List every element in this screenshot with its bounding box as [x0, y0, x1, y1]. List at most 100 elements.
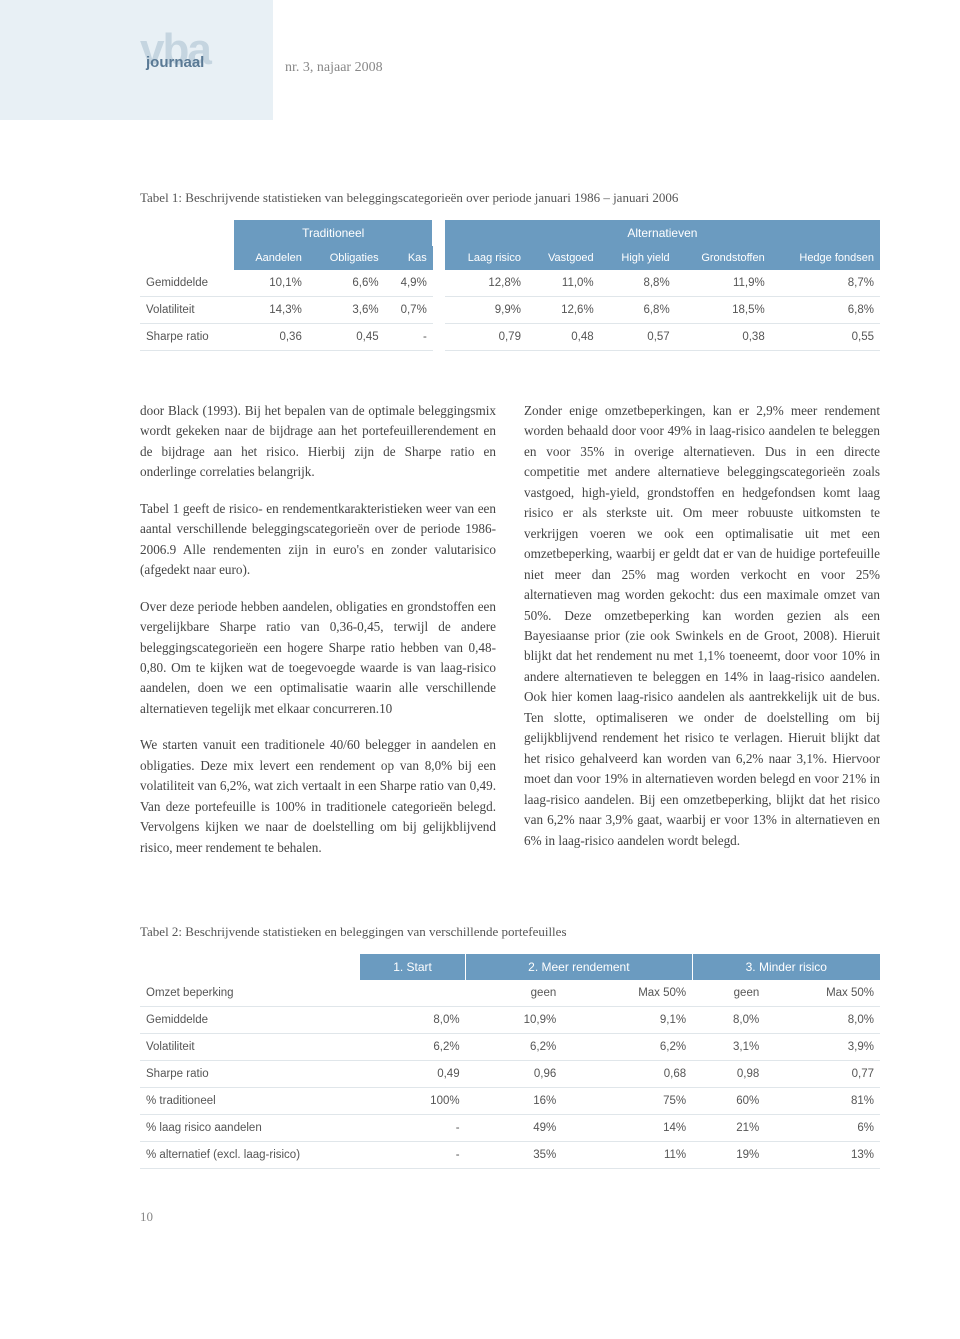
table2-cell [360, 980, 466, 1007]
table1-cell: 0,38 [676, 324, 771, 351]
table-row: % traditioneel 100% 16% 75% 60% 81% [140, 1088, 880, 1115]
table1-empty-corner [140, 220, 234, 246]
table-row: Volatiliteit 6,2% 6,2% 6,2% 3,1% 3,9% [140, 1034, 880, 1061]
paragraph: Over deze periode hebben aandelen, oblig… [140, 597, 496, 720]
table-row: % alternatief (excl. laag-risico) - 35% … [140, 1142, 880, 1169]
paragraph: door Black (1993). Bij het bepalen van d… [140, 401, 496, 483]
table2-cell: 19% [692, 1142, 765, 1169]
table-row: Sharpe ratio 0,36 0,45 - 0,79 0,48 0,57 … [140, 324, 880, 351]
table2-cell: 14% [562, 1115, 692, 1142]
table2-cell: 0,49 [360, 1061, 466, 1088]
table1-rowlabel: Gemiddelde [140, 270, 234, 297]
table-gap [433, 270, 445, 297]
table1-cell: 0,79 [445, 324, 527, 351]
table2-rowlabel: Sharpe ratio [140, 1061, 360, 1088]
table1-cell: 11,0% [527, 270, 600, 297]
paragraph: Zonder enige omzetbeperkingen, kan er 2,… [524, 401, 880, 851]
table2-rowlabel: % alternatief (excl. laag-risico) [140, 1142, 360, 1169]
table2-empty-corner [140, 954, 360, 980]
paragraph: We starten vanuit een traditionele 40/60… [140, 735, 496, 858]
table1-cell: 6,6% [308, 270, 385, 297]
table2-cell: 49% [466, 1115, 563, 1142]
table2-cell: 6,2% [562, 1034, 692, 1061]
table2-rowlabel: Volatiliteit [140, 1034, 360, 1061]
table1-cell: - [385, 324, 433, 351]
table1-cell: 0,48 [527, 324, 600, 351]
body-left-column: door Black (1993). Bij het bepalen van d… [140, 401, 496, 874]
table1-cell: 14,3% [234, 297, 308, 324]
table2-cell: 16% [466, 1088, 563, 1115]
table-row: Sharpe ratio 0,49 0,96 0,68 0,98 0,77 [140, 1061, 880, 1088]
table2-cell: 6,2% [360, 1034, 466, 1061]
table1-cell: 10,1% [234, 270, 308, 297]
table1-rowlabel: Volatiliteit [140, 297, 234, 324]
logo-text-bottom: journaal [146, 54, 216, 71]
table1-cell: 0,7% [385, 297, 433, 324]
table2-cell: 3,1% [692, 1034, 765, 1061]
table1-cell: 12,6% [527, 297, 600, 324]
table1-col: Grondstoffen [676, 246, 771, 270]
table-row: Gemiddelde 10,1% 6,6% 4,9% 12,8% 11,0% 8… [140, 270, 880, 297]
table2-cell: 3,9% [765, 1034, 880, 1061]
table2-cell: 21% [692, 1115, 765, 1142]
table1-cell: 0,45 [308, 324, 385, 351]
table2-cell: - [360, 1142, 466, 1169]
table2-cell: 8,0% [765, 1007, 880, 1034]
table2-cell: 8,0% [360, 1007, 466, 1034]
table2-cell: 6,2% [466, 1034, 563, 1061]
table2-cell: 9,1% [562, 1007, 692, 1034]
paragraph: Tabel 1 geeft de risico- en rendementkar… [140, 499, 496, 581]
table1-cell: 4,9% [385, 270, 433, 297]
table1-cell: 8,7% [771, 270, 880, 297]
table1-cell: 9,9% [445, 297, 527, 324]
table2-cell: Max 50% [562, 980, 692, 1007]
table1-cell: 8,8% [600, 270, 676, 297]
table2-cell: 75% [562, 1088, 692, 1115]
table2-cell: 11% [562, 1142, 692, 1169]
table2-caption: Tabel 2: Beschrijvende statistieken en b… [140, 924, 880, 940]
issue-label: nr. 3, najaar 2008 [285, 60, 383, 76]
table1-cell: 0,36 [234, 324, 308, 351]
header-strip: vba journaal [0, 0, 273, 120]
table1-col: Obligaties [308, 246, 385, 270]
table2-cell: 60% [692, 1088, 765, 1115]
table2-cell: 0,68 [562, 1061, 692, 1088]
content: Tabel 1: Beschrijvende statistieken van … [0, 190, 960, 1225]
body-columns: door Black (1993). Bij het bepalen van d… [140, 401, 880, 874]
table-row: Volatiliteit 14,3% 3,6% 0,7% 9,9% 12,6% … [140, 297, 880, 324]
table-gap [433, 324, 445, 351]
table2-cell: 100% [360, 1088, 466, 1115]
table1-cell: 0,55 [771, 324, 880, 351]
table2-cell: 0,77 [765, 1061, 880, 1088]
table1-cell: 11,9% [676, 270, 771, 297]
table2-group-minder: 3. Minder risico [692, 954, 880, 980]
table2-cell: - [360, 1115, 466, 1142]
table1-cell: 6,8% [600, 297, 676, 324]
table1-col: Aandelen [234, 246, 308, 270]
table1-caption: Tabel 1: Beschrijvende statistieken van … [140, 190, 880, 206]
table1: Traditioneel Alternatieven Aandelen Obli… [140, 220, 880, 351]
table1-group-alternatieven: Alternatieven [445, 220, 880, 246]
table2-cell: 10,9% [466, 1007, 563, 1034]
table2-cell: 81% [765, 1088, 880, 1115]
table1-cell: 3,6% [308, 297, 385, 324]
page-number: 10 [140, 1209, 880, 1225]
table2-rowlabel: Omzet beperking [140, 980, 360, 1007]
table1-col: Hedge fondsen [771, 246, 880, 270]
table1-cell: 0,57 [600, 324, 676, 351]
table2-cell: Max 50% [765, 980, 880, 1007]
table-row: % laag risico aandelen - 49% 14% 21% 6% [140, 1115, 880, 1142]
table2-rowlabel: % traditioneel [140, 1088, 360, 1115]
table-row: Gemiddelde 8,0% 10,9% 9,1% 8,0% 8,0% [140, 1007, 880, 1034]
table2: 1. Start 2. Meer rendement 3. Minder ris… [140, 954, 880, 1169]
table2-cell: 8,0% [692, 1007, 765, 1034]
table1-rowhead-empty [140, 246, 234, 270]
table1-col: Laag risico [445, 246, 527, 270]
table2-cell: 13% [765, 1142, 880, 1169]
table-gap [433, 246, 445, 270]
body-right-column: Zonder enige omzetbeperkingen, kan er 2,… [524, 401, 880, 874]
table2-cell: geen [466, 980, 563, 1007]
table1-col: Kas [385, 246, 433, 270]
table2-cell: geen [692, 980, 765, 1007]
table1-cell: 12,8% [445, 270, 527, 297]
